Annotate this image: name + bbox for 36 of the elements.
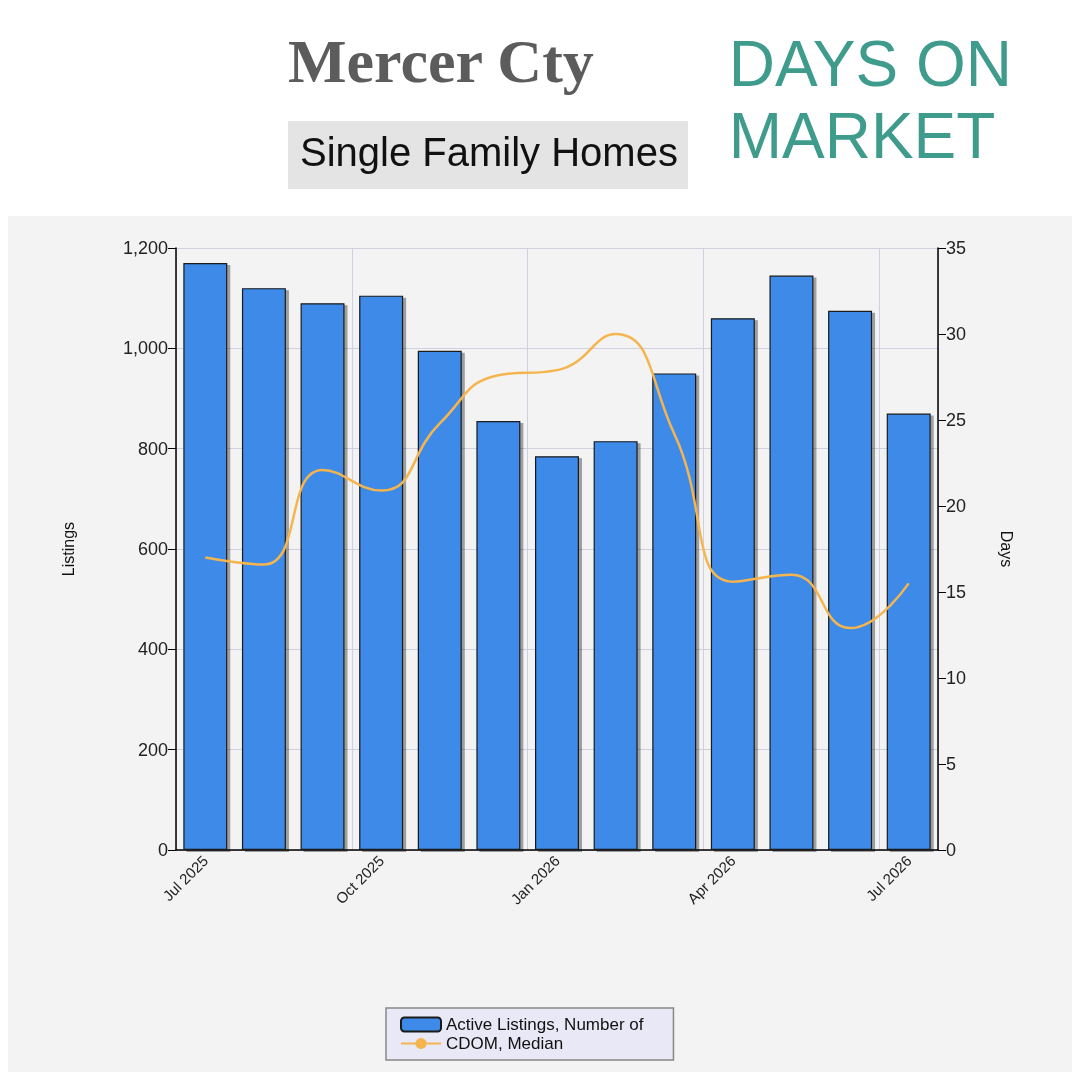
bar xyxy=(417,350,462,850)
y-tick-label: 1,000 xyxy=(122,338,168,359)
y-tick-label: 600 xyxy=(137,539,168,559)
y2-tick-label: 35 xyxy=(946,238,967,258)
y-tick-label: 200 xyxy=(137,739,168,760)
chart-title: Mercer Cty xyxy=(288,27,594,95)
y2-tick-label: 10 xyxy=(946,668,967,688)
bar xyxy=(535,456,579,850)
chart-subtitle: Single Family Homes xyxy=(300,130,678,174)
bar xyxy=(359,295,404,850)
y-tick-label: 400 xyxy=(137,639,168,660)
bar xyxy=(710,318,755,850)
bar xyxy=(769,275,814,850)
bar xyxy=(593,441,638,850)
y2-tick-label: 30 xyxy=(946,324,967,344)
y2-axis-title: Days xyxy=(997,530,1015,568)
y-tick-label: 0 xyxy=(157,840,168,860)
bar xyxy=(183,263,228,850)
bar xyxy=(476,421,521,850)
bar xyxy=(828,310,873,850)
y-tick-label: 800 xyxy=(137,438,168,459)
bar xyxy=(886,413,931,850)
y-tick-label: 1,200 xyxy=(122,238,168,258)
y-axis-title: Listings xyxy=(59,521,77,577)
bar xyxy=(652,373,697,850)
y2-tick-label: 15 xyxy=(946,582,967,602)
legend-label: CDOM, Median xyxy=(446,1034,564,1053)
y2-tick-label: 5 xyxy=(946,754,957,774)
line-series xyxy=(204,332,910,630)
y2-tick-label: 20 xyxy=(946,496,967,516)
text: DAYS ON MARKET xyxy=(728,28,1012,172)
bar xyxy=(241,288,286,850)
legend-label: Active Listings, Number of xyxy=(446,1015,644,1034)
y2-tick-label: 25 xyxy=(946,410,967,430)
y2-tick-label: 0 xyxy=(946,840,957,860)
bar xyxy=(300,303,345,850)
